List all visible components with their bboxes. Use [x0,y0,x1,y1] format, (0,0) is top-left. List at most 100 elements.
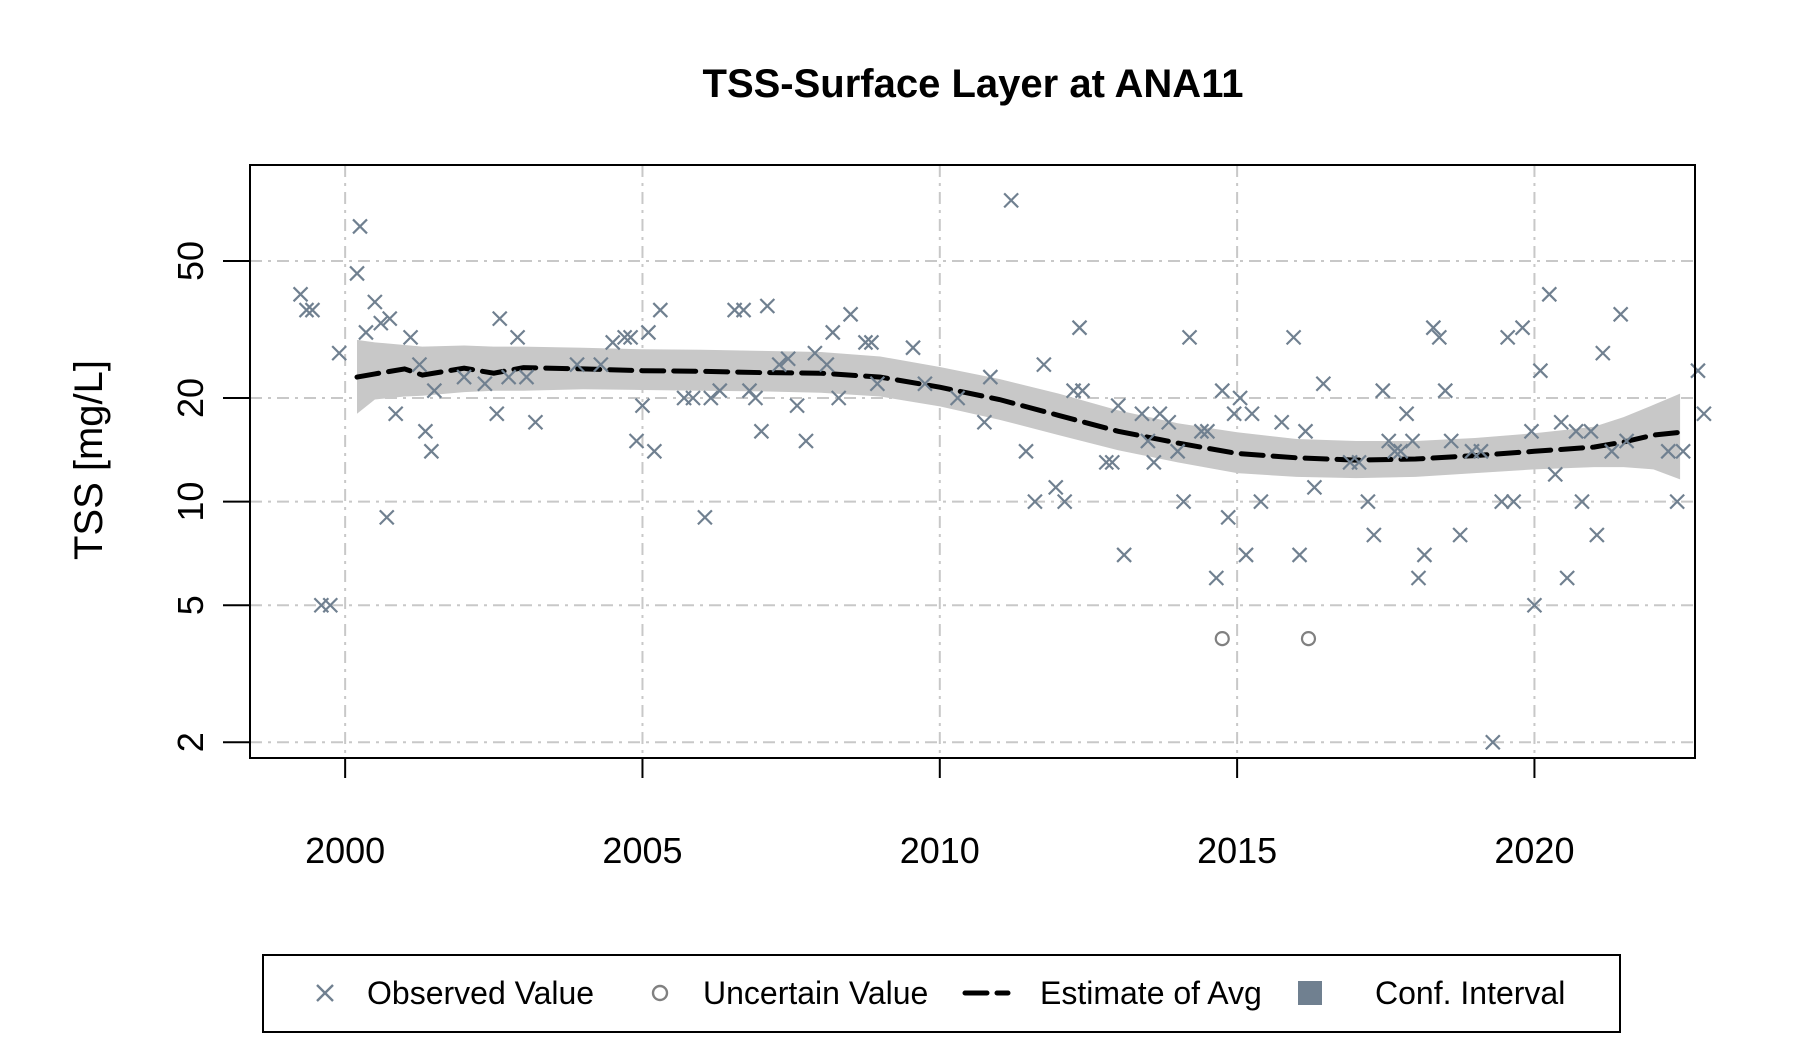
observed-mark-b [1036,356,1052,373]
observed-mark-b [1175,493,1192,510]
observed-mark-b [628,433,645,449]
observed-point [500,369,517,385]
observed-mark-b [604,334,621,351]
observed-mark-b [646,443,663,460]
observed-point [1603,443,1620,460]
observed-point [1047,479,1064,496]
observed-mark-b [411,356,428,373]
observed-point [1232,390,1248,406]
observed-mark-b [1410,570,1427,586]
observed-point [381,310,398,327]
observed-point [387,405,404,422]
observed-mark-b [1568,423,1584,440]
observed-mark-b [1181,329,1198,346]
observed-point [830,390,847,406]
observed-mark-b [842,306,859,323]
observed-point [489,405,505,422]
observed-mark-b [759,298,776,314]
observed-mark-b [780,350,796,367]
observed-point [1226,405,1242,422]
observed-mark-b [652,302,669,318]
observed-mark-b [685,390,701,406]
observed-point [1675,443,1691,460]
observed-point [378,509,395,526]
observed-mark-b [640,324,657,341]
observed-mark-b [1056,493,1073,510]
legend-ci-icon [1298,981,1322,1005]
y-tick-label: 10 [170,482,211,522]
observed-point [1018,443,1034,460]
observed-mark-b [417,423,434,440]
observed-point [1253,493,1269,510]
observed-point [1273,414,1290,431]
observed-point [423,443,440,460]
y-tick-label: 5 [170,595,211,615]
observed-mark-b [1098,454,1115,471]
observed-mark-b [569,356,585,373]
observed-point [1499,329,1516,346]
observed-point [1220,509,1236,526]
observed-mark-b [456,369,472,385]
observed-point [697,509,713,526]
observed-point [1169,443,1186,460]
observed-point [857,334,874,351]
observed-mark-b [1238,547,1254,563]
observed-mark-b [378,509,395,526]
x-tick-label: 2015 [1197,830,1277,871]
observed-point [1392,443,1409,460]
conf-interval-band [357,339,1681,480]
observed-mark-b [1291,547,1308,563]
observed-mark-b [1675,443,1691,460]
observed-point [1669,493,1685,510]
observed-mark-b [1443,433,1459,449]
observed-point [1473,443,1489,460]
observed-point [349,265,365,282]
chart-title: TSS-Surface Layer at ANA11 [703,62,1244,106]
conf-interval-area [357,339,1681,480]
observed-mark-b [798,433,814,449]
observed-mark-b [402,329,419,346]
observed-point [373,315,389,331]
observed-mark-b [1398,405,1415,422]
legend-label: Conf. Interval [1375,975,1565,1011]
observed-point [1071,319,1088,336]
observed-mark-b [1559,570,1575,586]
observed-point [1285,329,1302,346]
observed-point [426,382,443,399]
observed-mark-b [489,405,505,422]
observed-point [1375,382,1391,399]
observed-point [646,443,663,460]
observed-mark-b [1315,375,1332,392]
observed-mark-b [1116,547,1132,563]
observed-point [1425,319,1442,336]
observed-point [1297,423,1314,440]
observed-mark-b [1505,493,1522,510]
observed-point [1443,433,1459,449]
observed-point [1098,454,1115,471]
observed-mark-b [1499,329,1516,346]
observed-mark-b [1074,382,1091,399]
observed-point [1532,362,1549,379]
observed-mark-b [527,414,544,431]
observed-mark-b [1595,345,1611,361]
observed-mark-b [477,375,493,392]
observed-point [1238,547,1254,563]
observed-point [1140,433,1156,449]
observed-mark-b [1214,382,1231,399]
observed-mark-b [905,339,921,356]
observed-point [1214,382,1231,399]
observed-mark-b [1297,423,1314,440]
observed-point [1514,319,1531,336]
observed-point [1360,493,1376,510]
observed-mark-b [1532,362,1549,379]
observed-mark-b [1232,390,1248,406]
observed-mark-b [830,390,847,406]
estimate-line-group [354,365,1683,463]
observed-mark-b [1589,527,1605,543]
observed-mark-b [331,345,347,361]
observed-point [1431,329,1448,346]
observed-mark-b [1493,493,1510,510]
observed-point [1380,433,1397,449]
uncertain-point [1214,631,1230,647]
observed-point [622,329,639,346]
